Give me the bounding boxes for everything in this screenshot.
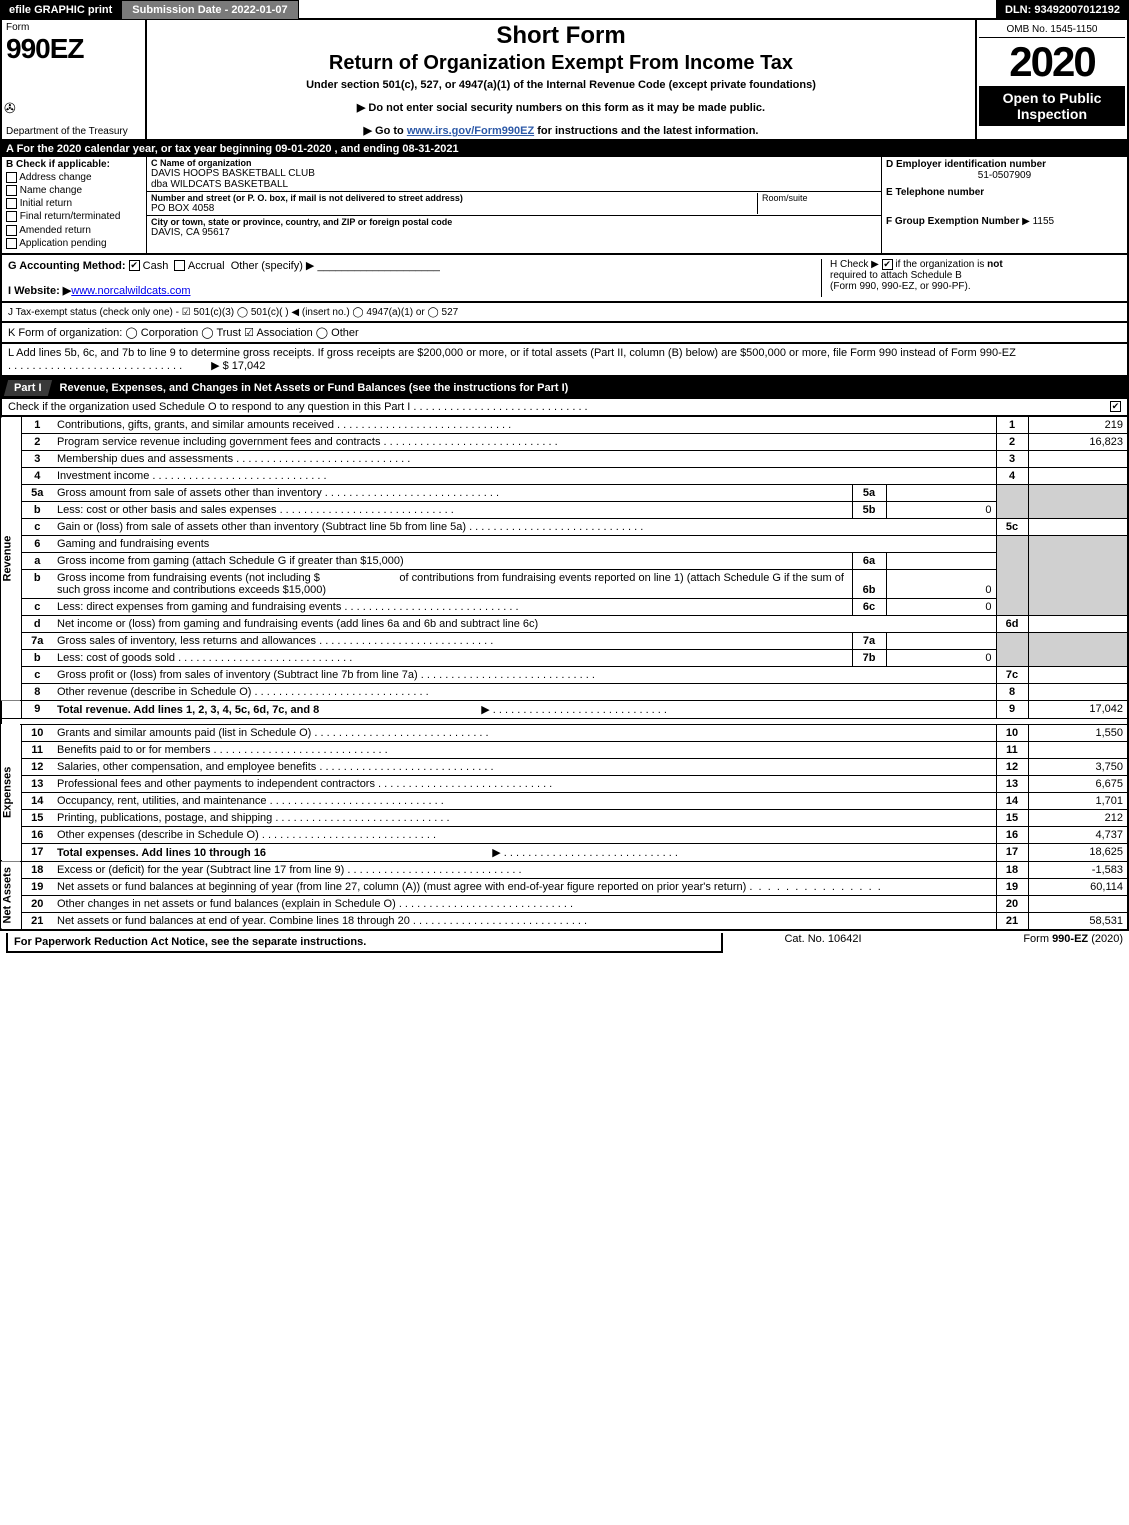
title-return: Return of Organization Exempt From Incom… <box>153 52 969 75</box>
ln6c-val: 0 <box>886 598 996 615</box>
lines-table: Revenue 1 Contributions, gifts, grants, … <box>0 417 1129 931</box>
group-value: ▶ 1155 <box>1022 216 1054 227</box>
omb-number: OMB No. 1545-1150 <box>979 22 1125 38</box>
cb-amended-return[interactable]: Amended return <box>6 225 142 236</box>
line-a: A For the 2020 calendar year, or tax yea… <box>0 141 1129 157</box>
ln7b-val: 0 <box>886 649 996 666</box>
f-row: F Group Exemption Number ▶ 1155 <box>886 216 1123 227</box>
l-gross-receipts: L Add lines 5b, 6c, and 7b to line 9 to … <box>0 344 1129 377</box>
topbar: efile GRAPHIC print Submission Date - 20… <box>0 0 1129 20</box>
goto-post: for instructions and the latest informat… <box>534 125 758 137</box>
header-left: Form 990EZ ✇ Department of the Treasury <box>2 20 147 139</box>
org-name-row: C Name of organization DAVIS HOOPS BASKE… <box>147 157 881 192</box>
footer: For Paperwork Reduction Act Notice, see … <box>0 931 1129 955</box>
part1-title: Revenue, Expenses, and Changes in Net As… <box>60 382 569 394</box>
cb-cash[interactable] <box>129 260 140 271</box>
col-d: D Employer identification number 51-0507… <box>882 157 1127 253</box>
form-number: 990EZ <box>6 33 141 65</box>
k-form-org: K Form of organization: ◯ Corporation ◯ … <box>0 323 1129 344</box>
part1-check-row: Check if the organization used Schedule … <box>0 399 1129 417</box>
ln21-val: 58,531 <box>1028 912 1128 930</box>
cb-name-change[interactable]: Name change <box>6 185 142 196</box>
col-c: C Name of organization DAVIS HOOPS BASKE… <box>147 157 882 253</box>
subtitle: Under section 501(c), 527, or 4947(a)(1)… <box>153 79 969 91</box>
part1-header: Part I Revenue, Expenses, and Changes in… <box>0 377 1129 399</box>
cb-part1-scho[interactable] <box>1110 401 1121 412</box>
cb-final-return[interactable]: Final return/terminated <box>6 211 142 222</box>
ln12-val: 3,750 <box>1028 758 1128 775</box>
footer-mid: Cat. No. 10642I <box>723 933 923 953</box>
street-label: Number and street (or P. O. box, if mail… <box>151 193 757 203</box>
submission-date: Submission Date - 2022-01-07 <box>121 0 298 20</box>
goto-note: ▶ Go to www.irs.gov/Form990EZ for instru… <box>153 124 969 137</box>
tax-year: 2020 <box>979 38 1125 86</box>
ln1-val: 219 <box>1028 417 1128 434</box>
ein-value: 51-0507909 <box>886 170 1123 181</box>
section-b: B Check if applicable: Address change Na… <box>0 157 1129 255</box>
side-netassets: Net Assets <box>1 861 21 930</box>
open-inspection: Open to Public Inspection <box>979 86 1125 126</box>
title-short-form: Short Form <box>153 22 969 50</box>
dept-label: Department of the Treasury <box>6 126 128 137</box>
form-header: Form 990EZ ✇ Department of the Treasury … <box>0 20 1129 141</box>
cb-h[interactable] <box>882 259 893 270</box>
side-expenses: Expenses <box>1 724 21 861</box>
org-name: DAVIS HOOPS BASKETBALL CLUB <box>151 168 877 179</box>
city-value: DAVIS, CA 95617 <box>151 227 877 238</box>
row-gh: G Accounting Method: Cash Accrual Other … <box>0 255 1129 303</box>
website-link[interactable]: www.norcalwildcats.com <box>71 285 190 297</box>
cb-accrual[interactable] <box>174 260 185 271</box>
ln16-val: 4,737 <box>1028 826 1128 843</box>
c-label: C Name of organization <box>151 158 877 168</box>
cb-initial-return[interactable]: Initial return <box>6 198 142 209</box>
other-line: ____________________ <box>317 260 439 272</box>
city-row: City or town, state or province, country… <box>147 216 881 239</box>
col-b: B Check if applicable: Address change Na… <box>2 157 147 253</box>
l-amount: ▶ $ 17,042 <box>211 360 265 372</box>
ln2-val: 16,823 <box>1028 433 1128 450</box>
efile-print-button[interactable]: efile GRAPHIC print <box>0 0 121 20</box>
ln14-val: 1,701 <box>1028 792 1128 809</box>
irs-link[interactable]: www.irs.gov/Form990EZ <box>407 125 534 137</box>
ln9-val: 17,042 <box>1028 700 1128 718</box>
cb-app-pending[interactable]: Application pending <box>6 238 142 249</box>
seal-icon: ✇ <box>4 100 16 117</box>
footer-right: Form 990-EZ (2020) <box>923 933 1123 953</box>
header-right: OMB No. 1545-1150 2020 Open to Public In… <box>977 20 1127 139</box>
ln1-num: 1 <box>21 417 53 434</box>
d-label: D Employer identification number <box>886 159 1123 170</box>
ln17-val: 18,625 <box>1028 843 1128 861</box>
header-mid: Short Form Return of Organization Exempt… <box>147 20 977 139</box>
part1-tag: Part I <box>4 380 52 396</box>
ln13-val: 6,675 <box>1028 775 1128 792</box>
footer-left: For Paperwork Reduction Act Notice, see … <box>6 933 723 953</box>
side-revenue: Revenue <box>1 417 21 701</box>
j-tax-exempt: J Tax-exempt status (check only one) - ☑… <box>0 303 1129 323</box>
ln10-val: 1,550 <box>1028 724 1128 741</box>
street-row: Number and street (or P. O. box, if mail… <box>147 192 881 216</box>
ln18-val: -1,583 <box>1028 861 1128 878</box>
street-value: PO BOX 4058 <box>151 203 757 214</box>
form-label: Form <box>6 22 141 33</box>
cb-address-change[interactable]: Address change <box>6 172 142 183</box>
spacer <box>299 0 996 20</box>
dln-label: DLN: 93492007012192 <box>996 0 1129 20</box>
h-check: H Check ▶ if the organization is not req… <box>821 259 1121 297</box>
b-label: B Check if applicable: <box>6 159 142 170</box>
i-label: I Website: ▶ <box>8 285 71 297</box>
goto-pre: ▶ Go to <box>364 125 407 137</box>
org-dba: dba WILDCATS BASKETBALL <box>151 179 877 190</box>
ssn-note: ▶ Do not enter social security numbers o… <box>153 101 969 114</box>
ln5b-val: 0 <box>886 501 996 518</box>
ln1-ref: 1 <box>996 417 1028 434</box>
g-accounting: G Accounting Method: Cash Accrual Other … <box>8 259 821 297</box>
ln6b-val: 0 <box>886 569 996 598</box>
city-label: City or town, state or province, country… <box>151 217 877 227</box>
room-suite: Room/suite <box>757 193 877 214</box>
ln15-val: 212 <box>1028 809 1128 826</box>
e-label: E Telephone number <box>886 187 1123 198</box>
ln19-val: 60,114 <box>1028 878 1128 895</box>
